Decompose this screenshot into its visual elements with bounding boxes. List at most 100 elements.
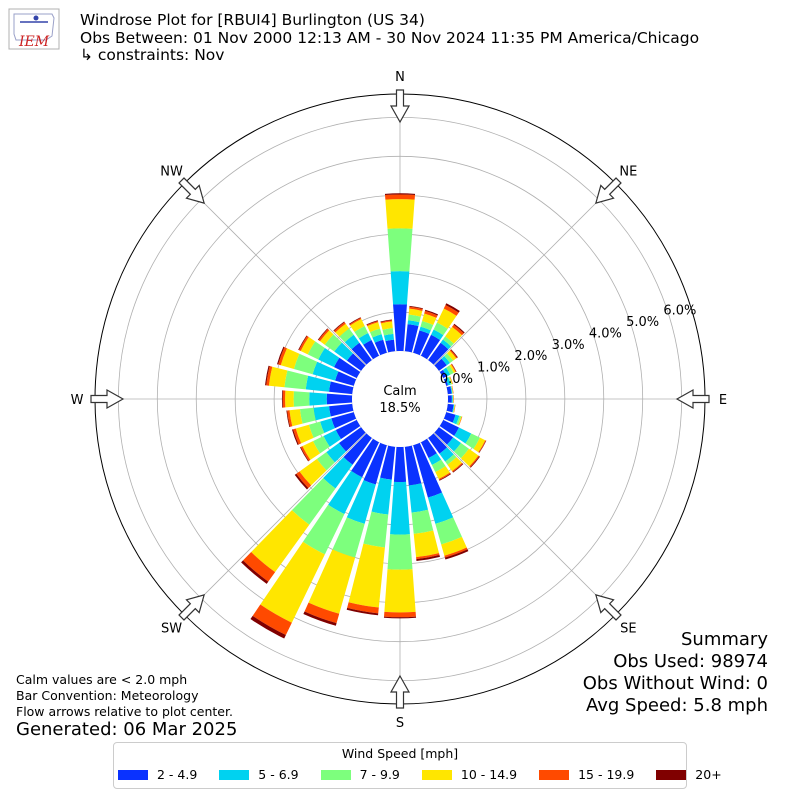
grid-spoke: [184, 183, 367, 366]
wind-bar-segment: [441, 356, 450, 366]
wind-bar-segment: [338, 427, 366, 452]
wind-bar-segment: [293, 428, 302, 445]
direction-label: S: [396, 716, 404, 731]
flow-arrow-icon: [389, 674, 411, 709]
arrow-shape: [595, 594, 622, 621]
chart-title: Windrose Plot for [RBUI4] Burlington (US…: [80, 11, 425, 29]
wind-bar-segment: [452, 395, 454, 403]
wind-bar-segment: [453, 395, 454, 403]
calm-label: Calm: [383, 384, 416, 399]
wind-bar-segment: [451, 385, 453, 394]
wind-bar-segment: [419, 326, 431, 334]
wind-bar-segment: [442, 367, 451, 377]
wind-bar-segment: [329, 403, 354, 417]
wind-bar-segment: [449, 376, 453, 385]
wind-bar-segment: [312, 361, 339, 381]
wind-bar-segment: [420, 334, 441, 360]
wind-bar-segment: [407, 314, 421, 323]
wind-bar-segment: [358, 332, 372, 345]
flow-arrows-note: Flow arrows relative to plot center.: [16, 704, 233, 719]
legend-swatch: [118, 769, 148, 780]
wind-bar-segment: [413, 530, 439, 558]
wind-bar-segment: [443, 412, 456, 423]
wind-bar-segment: [372, 334, 384, 343]
wind-bar-segment: [286, 410, 291, 428]
wind-bar-segment: [293, 391, 310, 407]
wind-bar-segment: [393, 446, 407, 483]
wind-bar-segment: [420, 438, 437, 458]
grid-spoke: [433, 432, 616, 615]
wind-bar-segment: [478, 440, 486, 453]
wind-bar-segment: [424, 309, 439, 316]
wind-bar-segment: [299, 447, 309, 462]
direction-label: W: [71, 393, 84, 408]
wind-bar-segment: [333, 357, 361, 379]
direction-label: E: [719, 393, 727, 408]
wind-bar-segment: [351, 342, 372, 365]
wind-bar-segment: [453, 404, 456, 413]
wind-bar-segment: [346, 607, 379, 616]
bar-convention-note: Bar Convention: Meteorology: [16, 688, 199, 703]
wind-bar-segment: [363, 511, 389, 548]
wind-bar-segment: [316, 452, 335, 471]
flow-arrow-icon: [595, 177, 622, 204]
wind-bar-segment: [435, 517, 462, 545]
wind-bar-segment: [458, 416, 463, 426]
wind-bar-segment: [452, 395, 454, 403]
wind-bar-segment: [260, 541, 325, 623]
wind-bar-segment: [307, 341, 325, 360]
wind-bar-segment: [390, 271, 410, 305]
summary-obs-used: Obs Used: 98974: [613, 651, 768, 672]
wind-bar-segment: [363, 340, 380, 360]
wind-bar-segment: [453, 323, 465, 334]
wind-bar-segment: [452, 404, 455, 413]
legend-item: 20+: [656, 767, 722, 782]
summary-heading: Summary: [681, 629, 768, 650]
wind-bar-segment: [387, 534, 413, 570]
legend-swatch: [421, 769, 452, 780]
constraints: ↳ constraints: Nov: [80, 46, 225, 64]
wind-bar-segment: [456, 415, 462, 426]
wind-bar-segment: [302, 441, 321, 460]
wind-bar-segment: [300, 337, 316, 355]
calm-definition-note: Calm values are < 2.0 mph: [16, 672, 188, 687]
wind-bar-segment: [303, 611, 337, 626]
wind-bar-segment: [387, 228, 413, 272]
flow-arrow-icon: [178, 594, 205, 621]
wind-bar-segment: [438, 472, 451, 481]
flow-arrow-icon: [90, 388, 125, 410]
wind-bar-segment: [436, 308, 457, 329]
wind-bar-segment: [390, 481, 410, 535]
wind-bar-segment: [478, 440, 487, 453]
wind-bar-segment: [289, 409, 303, 427]
radial-tick-label: 3.0%: [552, 338, 585, 353]
wind-bar-segment: [427, 492, 454, 524]
wind-bar-segment: [452, 404, 455, 413]
wind-bar-segment: [354, 325, 369, 339]
wind-bar-segment: [363, 442, 387, 485]
wind-bar-segment: [284, 370, 309, 390]
wind-bar-segment: [409, 305, 423, 310]
wind-bar-segment: [320, 330, 334, 345]
wind-bar-segment: [451, 395, 453, 403]
wind-bar-segment: [451, 385, 454, 394]
legend-item: 2 - 4.9: [118, 767, 197, 782]
wind-bar-segment: [329, 381, 354, 395]
wind-bar-segment: [404, 445, 422, 486]
wind-bar-segment: [446, 350, 457, 361]
legend-item: 15 - 19.9: [539, 767, 634, 782]
wind-bar-segment: [324, 334, 342, 352]
wind-bar-segment: [296, 471, 312, 489]
wind-bar-segment: [277, 346, 285, 365]
legend-label: 20+: [695, 767, 722, 782]
wind-bar-segment: [299, 407, 316, 424]
wind-bar-segment: [469, 455, 480, 468]
wind-bar-segment: [299, 458, 327, 486]
wind-bar-segment: [326, 443, 347, 463]
wind-bar-segment: [446, 403, 454, 413]
calm-circle: [352, 351, 448, 447]
wind-bar-segment: [439, 447, 454, 462]
wind-bar-segment: [304, 602, 340, 624]
radial-tick-label: 1.0%: [477, 361, 510, 376]
